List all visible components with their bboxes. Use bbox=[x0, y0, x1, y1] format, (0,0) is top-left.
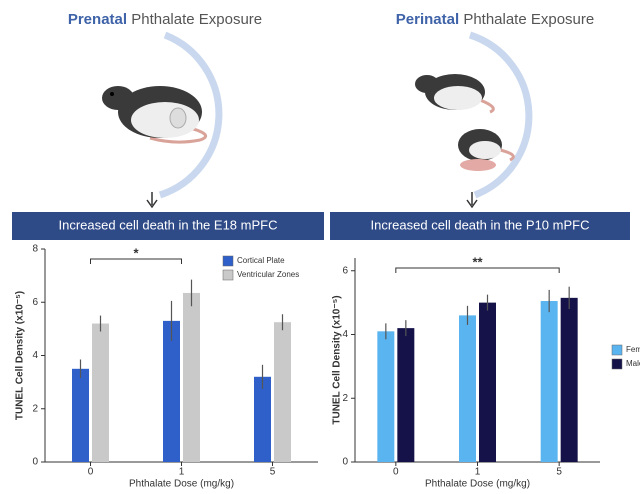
bar bbox=[560, 297, 578, 462]
significance-label: ** bbox=[472, 254, 483, 269]
legend-label: Ventricular Zones bbox=[237, 270, 299, 279]
significance-bracket bbox=[90, 258, 182, 264]
bar bbox=[183, 292, 200, 462]
title-rest: Phthalate Exposure bbox=[131, 11, 262, 28]
x-axis-label: Phthalate Dose (mg/kg) bbox=[425, 479, 530, 490]
bar bbox=[479, 302, 496, 462]
y-tick-label: 6 bbox=[342, 265, 348, 276]
y-tick-label: 0 bbox=[32, 457, 38, 468]
title-bold: Prenatal bbox=[68, 11, 127, 28]
bar bbox=[92, 323, 109, 462]
title-rest: Phthalate Exposure bbox=[463, 11, 594, 28]
panel-title: Prenatal Phthalate Exposure bbox=[68, 11, 262, 28]
bar bbox=[274, 322, 291, 462]
y-tick-label: 0 bbox=[342, 457, 348, 468]
rat-illustration bbox=[415, 74, 515, 171]
arrow bbox=[146, 192, 158, 209]
legend-swatch bbox=[222, 269, 234, 281]
banner-text: Increased cell death in the E18 mPFC bbox=[59, 217, 278, 232]
x-tick-label: 5 bbox=[556, 467, 562, 478]
y-axis-label: TUNEL Cell Density (x10⁻⁵) bbox=[15, 291, 26, 420]
x-tick-label: 0 bbox=[88, 467, 94, 478]
y-tick-label: 2 bbox=[342, 393, 348, 404]
y-tick-label: 8 bbox=[32, 244, 38, 255]
x-tick-label: 5 bbox=[270, 467, 276, 478]
x-tick-label: 0 bbox=[393, 467, 399, 478]
bar bbox=[254, 376, 271, 462]
x-tick-label: 1 bbox=[179, 467, 185, 478]
bar bbox=[72, 368, 89, 462]
legend-label: Female bbox=[626, 345, 640, 354]
banner bbox=[12, 212, 324, 240]
legend-label: Cortical Plate bbox=[237, 256, 285, 265]
y-tick-label: 6 bbox=[32, 297, 38, 308]
bar bbox=[163, 320, 180, 462]
y-tick-label: 2 bbox=[32, 403, 38, 414]
bar bbox=[540, 301, 558, 462]
y-axis-label: TUNEL Cell Density (x10⁻⁵) bbox=[332, 295, 343, 424]
rat-illustration bbox=[102, 86, 208, 144]
y-tick-label: 4 bbox=[342, 329, 348, 340]
banner-text: Increased cell death in the P10 mPFC bbox=[371, 217, 590, 232]
bar bbox=[377, 331, 395, 462]
bar bbox=[459, 315, 476, 462]
legend-swatch bbox=[611, 358, 623, 370]
cycle-arc bbox=[158, 31, 223, 199]
panel-title: Perinatal Phthalate Exposure bbox=[396, 11, 594, 28]
y-tick-label: 4 bbox=[32, 350, 38, 361]
cycle-arc bbox=[468, 31, 533, 199]
x-axis-label: Phthalate Dose (mg/kg) bbox=[129, 479, 234, 490]
significance-label: * bbox=[133, 245, 139, 260]
legend-swatch bbox=[222, 255, 234, 267]
x-tick-label: 1 bbox=[475, 467, 481, 478]
legend-label: Male bbox=[626, 359, 640, 368]
legend-swatch bbox=[611, 344, 623, 356]
title-bold: Perinatal bbox=[396, 11, 459, 28]
banner bbox=[330, 212, 630, 240]
significance-bracket bbox=[395, 267, 560, 273]
bar bbox=[397, 328, 415, 462]
arrow bbox=[466, 192, 478, 209]
